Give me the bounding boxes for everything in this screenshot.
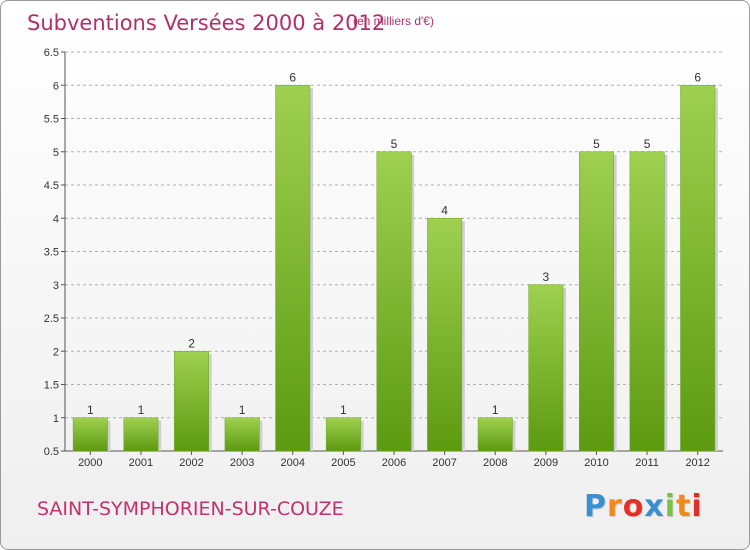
- brand-letter: r: [607, 489, 623, 524]
- bar-2011[interactable]: [629, 151, 665, 452]
- y-tick-label: 6.5: [44, 47, 59, 59]
- value-label-2005: 1: [340, 403, 347, 417]
- value-label-2004: 6: [289, 70, 296, 84]
- y-tick-label: 1.5: [44, 380, 59, 392]
- x-tick-label-2005: 2005: [331, 457, 355, 469]
- value-label-2002: 2: [188, 336, 195, 350]
- bar-2002[interactable]: [174, 351, 209, 452]
- bar-2003[interactable]: [224, 417, 260, 452]
- chart-unit: (en milliers d'€): [353, 14, 434, 28]
- x-tick-label-2003: 2003: [230, 457, 254, 469]
- x-tick-label-2010: 2010: [584, 457, 608, 469]
- brand-letter: x: [644, 489, 665, 524]
- x-tick-label-2009: 2009: [534, 457, 558, 469]
- x-tick-label-2000: 2000: [78, 457, 102, 469]
- x-tick-label-2006: 2006: [382, 457, 406, 469]
- brand-letter: o: [622, 489, 645, 524]
- value-label-2012: 6: [694, 70, 701, 84]
- value-label-2000: 1: [87, 403, 94, 417]
- bar-2012[interactable]: [680, 85, 716, 452]
- value-label-2010: 5: [593, 137, 600, 151]
- value-label-2011: 5: [644, 137, 651, 151]
- x-tick-label-2011: 2011: [635, 457, 659, 469]
- y-tick-label: 4.5: [44, 180, 59, 192]
- y-tick-label: 2: [53, 346, 59, 358]
- y-tick-label: 3.5: [44, 247, 59, 259]
- value-label-2009: 3: [543, 270, 550, 284]
- x-tick-label-2008: 2008: [483, 457, 507, 469]
- brand-letter: t: [676, 489, 692, 524]
- value-label-2006: 5: [391, 137, 398, 151]
- x-tick-label-2012: 2012: [685, 457, 709, 469]
- value-label-2001: 1: [138, 403, 145, 417]
- x-tick-label-2007: 2007: [432, 457, 456, 469]
- commune-name: SAINT-SYMPHORIEN-SUR-COUZE: [37, 498, 344, 520]
- bar-2008[interactable]: [477, 417, 513, 452]
- y-tick-label: 2.5: [44, 313, 59, 325]
- bar-2000[interactable]: [72, 417, 108, 452]
- y-tick-label: 0.5: [44, 446, 59, 458]
- y-tick-label: 6: [53, 80, 59, 92]
- bar-2007[interactable]: [427, 218, 463, 452]
- value-label-2003: 1: [239, 403, 246, 417]
- proxiti-logo[interactable]: Proxiti: [584, 489, 703, 524]
- value-label-2008: 1: [492, 403, 499, 417]
- brand-letter: P: [584, 489, 607, 524]
- chart-title: Subventions Versées 2000 à 2012: [27, 11, 386, 35]
- bar-2005[interactable]: [325, 417, 361, 452]
- bar-2001[interactable]: [123, 417, 159, 452]
- bar-2004[interactable]: [275, 85, 311, 452]
- bar-2006[interactable]: [376, 151, 412, 452]
- bar-2010[interactable]: [579, 151, 614, 452]
- bar-layer: [72, 85, 718, 452]
- value-label-2007: 4: [441, 203, 448, 217]
- brand-letter: i: [664, 489, 677, 524]
- y-tick-label: 4: [53, 213, 59, 225]
- y-tick-label: 3: [53, 280, 59, 292]
- label-layer: 1 1 2 1 6 1 5 4 1 3 5 5 6: [87, 70, 701, 417]
- brand-letter: i: [691, 489, 703, 524]
- y-tick-label: 5: [53, 147, 59, 159]
- y-tick-label: 5.5: [44, 114, 59, 126]
- x-tick-label-2004: 2004: [281, 457, 305, 469]
- bar-2009[interactable]: [528, 284, 564, 452]
- x-tick-label-2002: 2002: [179, 457, 203, 469]
- x-tick-label-2001: 2001: [129, 457, 153, 469]
- y-tick-label: 1: [53, 413, 59, 425]
